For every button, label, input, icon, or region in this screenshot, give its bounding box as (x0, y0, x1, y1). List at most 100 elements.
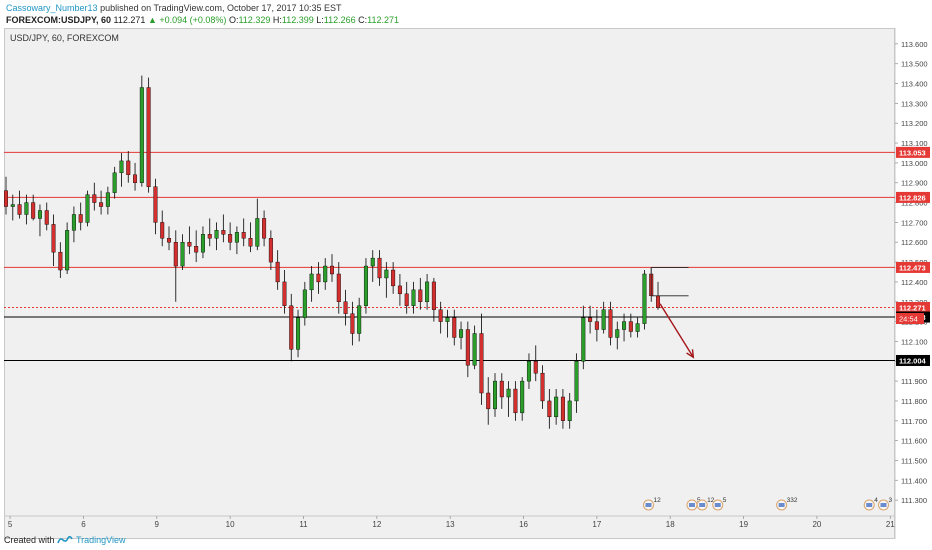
candle (37, 204, 42, 237)
economic-event-marker[interactable]: 332 (776, 497, 798, 511)
candle-body (112, 172, 117, 193)
candle-body (262, 218, 267, 239)
economic-event-marker[interactable]: 5 (686, 497, 701, 511)
candle-body (330, 265, 335, 275)
candle (282, 270, 287, 314)
candle-body (418, 289, 423, 302)
candle-body (160, 222, 165, 239)
symbol-quote-line: FOREXCOM:USDJPY, 60 112.271 ▲ +0.094 (+0… (6, 15, 399, 25)
economic-event-marker[interactable]: 5 (712, 497, 727, 511)
candle (71, 206, 76, 243)
candle (241, 218, 246, 247)
open-label: O: (228, 15, 239, 25)
candle-body (234, 232, 239, 243)
candle-body (513, 388, 518, 414)
level-tag-text: 112.473 (899, 263, 926, 272)
candle (275, 250, 280, 290)
level-tag-text: 112.004 (899, 356, 927, 365)
time-tick-label: 6 (81, 520, 86, 529)
candle-body (214, 230, 219, 239)
candle-body (540, 372, 545, 402)
tradingview-brand-link[interactable]: TradingView (76, 535, 126, 545)
candle (445, 309, 450, 338)
level-tag-bg (896, 354, 930, 366)
author-link[interactable]: Cassowary_Number13 (6, 3, 98, 13)
price-tick-label: 113.400 (901, 80, 928, 89)
candle-body (357, 305, 362, 334)
candle-body (92, 194, 97, 203)
chart-title: USD/JPY, 60, FOREXCOM (10, 33, 119, 43)
level-price-tag: 112.473 (896, 261, 930, 273)
candle-body (656, 295, 661, 308)
flag-icon-stripe (866, 503, 873, 507)
high-label: H: (272, 15, 282, 25)
price-tick-label: 112.600 (901, 238, 928, 247)
time-tick-label: 11 (299, 520, 308, 529)
flag-icon-stripe (714, 503, 721, 507)
candle (431, 277, 436, 322)
candle-body (533, 361, 538, 374)
candle-body (105, 192, 110, 207)
economic-event-marker[interactable]: 12 (696, 497, 715, 511)
candle-body (24, 202, 29, 215)
down-arrow-line[interactable] (659, 303, 694, 358)
candle-body (384, 269, 389, 279)
range-box-drawing[interactable] (650, 267, 689, 297)
candle (533, 345, 538, 382)
event-count-label: 12 (653, 497, 661, 504)
candle-body (153, 186, 158, 223)
candle-body (10, 204, 15, 207)
time-tick-label: 12 (372, 520, 381, 529)
candle (187, 226, 192, 255)
candle-body (241, 232, 246, 239)
time-tick-label: 10 (226, 520, 235, 529)
candle-body (296, 317, 301, 350)
candle-body (370, 257, 375, 267)
candle (119, 152, 124, 187)
candle (133, 162, 138, 191)
candle-body (85, 194, 90, 223)
candle-body (363, 265, 368, 306)
candle (357, 297, 362, 342)
candle (513, 381, 518, 421)
candle-body (316, 273, 321, 283)
candle (228, 222, 233, 251)
symbol-label: FOREXCOM:USDJPY, 60 (6, 15, 112, 25)
candle (601, 301, 606, 334)
price-tick-label: 111.300 (901, 496, 927, 505)
price-tick-label: 111.500 (901, 456, 927, 465)
candle-body (465, 329, 470, 366)
candle (363, 258, 368, 314)
candle-body (248, 238, 253, 247)
candle (506, 381, 511, 417)
low-value: 112.266 (323, 15, 356, 25)
candle (78, 202, 83, 231)
event-count-label: 3 (888, 497, 892, 504)
candle-body (44, 210, 49, 225)
candle (343, 289, 348, 326)
candle-body (99, 202, 104, 207)
candle (336, 262, 341, 314)
candle-body (255, 218, 260, 247)
price-tick-label: 112.400 (901, 278, 928, 287)
economic-event-marker[interactable]: 3 (877, 497, 892, 511)
economic-event-marker[interactable]: 4 (863, 497, 878, 511)
candle (391, 262, 396, 294)
candle-body (323, 265, 328, 283)
candle-body (309, 273, 314, 291)
candle (526, 353, 531, 390)
candle (214, 222, 219, 251)
candle (479, 313, 484, 405)
price-tick-label: 113.300 (901, 99, 928, 108)
candle (105, 186, 110, 215)
candle (622, 313, 627, 342)
candle-body (268, 238, 273, 263)
candle (65, 222, 70, 274)
event-count-label: 12 (707, 497, 715, 504)
economic-event-marker[interactable]: 12 (642, 497, 661, 511)
candle (438, 301, 443, 334)
price-tick-label: 113.100 (901, 139, 928, 148)
time-tick-label: 19 (739, 520, 748, 529)
price-tick-label: 113.500 (901, 60, 928, 69)
